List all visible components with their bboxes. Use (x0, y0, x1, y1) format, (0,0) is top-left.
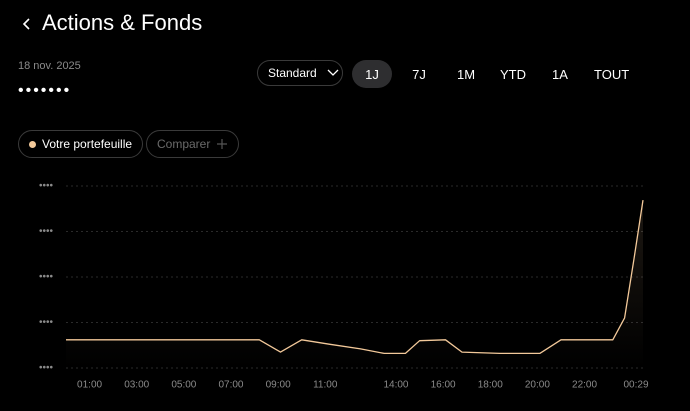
page-title: Actions & Fonds (42, 10, 203, 35)
back-button[interactable] (20, 14, 34, 34)
portfolio-chip[interactable]: Votre portefeuille (18, 130, 144, 158)
x-tick-label: 20:00 (525, 380, 550, 391)
x-tick-label: 01:00 (77, 380, 102, 391)
x-tick-label: 00:29 (623, 380, 648, 391)
period-tab[interactable]: TOUT (594, 66, 630, 82)
balance: ••••••• (18, 82, 72, 99)
x-tick-label: 09:00 (266, 380, 291, 391)
compare-label: Comparer (157, 137, 211, 151)
period-tab[interactable]: 7J (412, 66, 426, 82)
period-tab[interactable]: 1J (352, 60, 392, 88)
plus-icon (217, 139, 228, 149)
y-tick-label: •••• (39, 363, 54, 374)
area (66, 200, 643, 368)
compare-chip[interactable]: Comparer (146, 130, 240, 158)
legend-dot (29, 140, 36, 148)
date: 18 nov. 2025 (18, 60, 81, 72)
x-tick-label: 22:00 (572, 380, 597, 391)
y-tick-label: •••• (39, 181, 54, 192)
chevron (327, 69, 339, 76)
x-tick-label: 16:00 (431, 380, 456, 391)
x-tick-label: 03:00 (124, 380, 149, 391)
period-tab[interactable]: 1M (456, 66, 476, 82)
x-tick-label: 07:00 (218, 380, 243, 391)
period-tabs: 1J 7J 1M YTD 1A TOUT (352, 60, 643, 88)
view-label: Standard (268, 66, 317, 80)
y-tick-label: •••• (39, 272, 54, 283)
y-tick-label: •••• (39, 226, 54, 237)
period-tab[interactable]: 1A (552, 66, 568, 82)
x-tick-label: 11:00 (313, 380, 338, 391)
view-dropdown[interactable]: Standard (257, 60, 343, 86)
x-tick-label: 14:00 (383, 380, 408, 391)
x-tick-label: 05:00 (171, 380, 196, 391)
x-tick-label: 18:00 (478, 380, 503, 391)
line (66, 200, 644, 355)
y-tick-label: •••• (39, 317, 54, 328)
legend-label: Votre portefeuille (42, 137, 133, 151)
period-tab[interactable]: YTD (500, 66, 526, 82)
